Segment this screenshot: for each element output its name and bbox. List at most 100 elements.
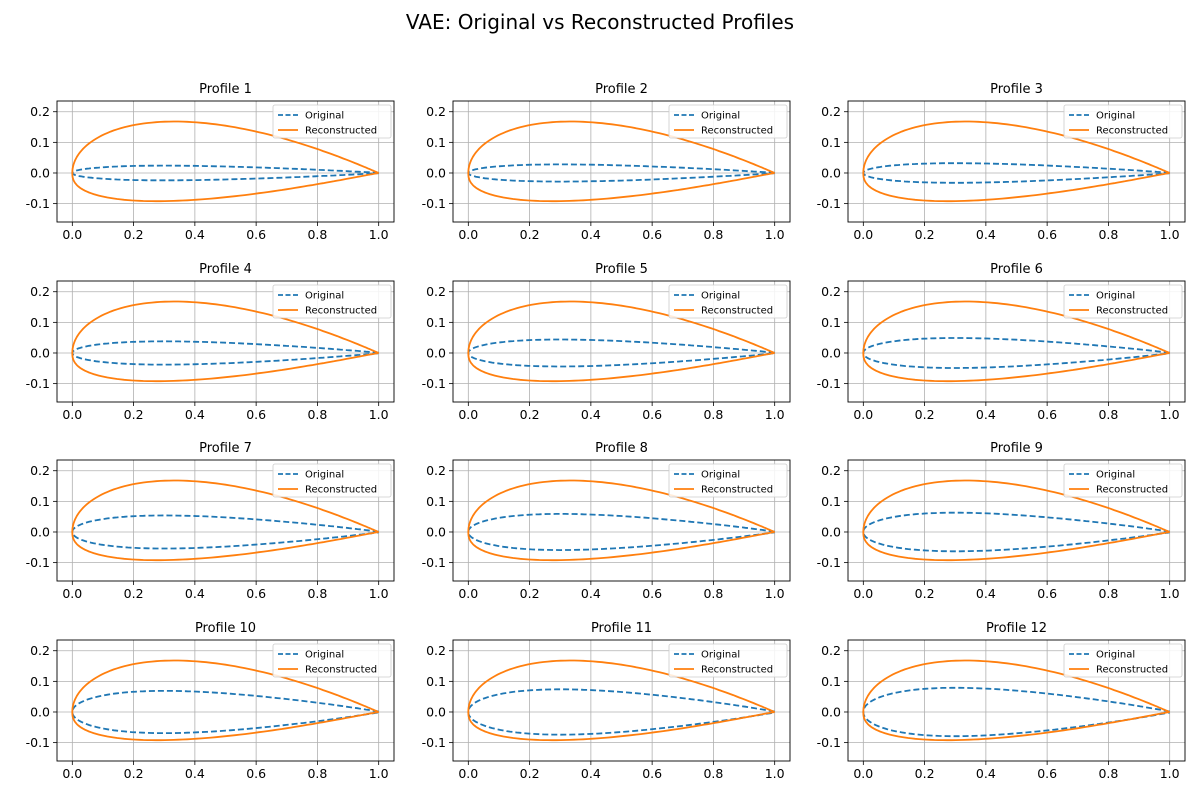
legend-box [272, 643, 392, 678]
x-tick-label: 0.6 [1037, 586, 1057, 601]
x-tick-label: 0.0 [853, 766, 873, 781]
y-tick-label: -0.1 [817, 555, 841, 570]
reconstructed-profile-line [71, 120, 380, 203]
legend-reconstructed-label: Reconstructed [1096, 485, 1168, 496]
x-tick-label: 0.8 [703, 227, 723, 242]
legend-original-label: Original [305, 291, 344, 302]
x-tick-label: 0.2 [915, 766, 935, 781]
x-tick-label: 0.2 [520, 407, 540, 422]
y-tick-label: -0.1 [26, 376, 50, 391]
x-tick-label: 0.6 [642, 227, 662, 242]
y-tick-label: 0.2 [30, 463, 50, 478]
x-tick-label: 0.2 [124, 766, 144, 781]
x-tick-label: 0.0 [458, 766, 478, 781]
subplot-title: Profile 5 [595, 262, 648, 277]
x-tick-label: 0.4 [185, 227, 205, 242]
x-tick-label: 0.6 [642, 586, 662, 601]
y-tick-label: 0.1 [821, 315, 841, 330]
legend-box [668, 104, 788, 139]
legend-reconstructed-label: Reconstructed [1096, 665, 1168, 676]
y-tick-label: 0.2 [30, 643, 50, 658]
y-tick-label: 0.1 [426, 494, 446, 509]
subplot-profile-2: 0.0 0.2 0.4 0.6 0.8 1.0 0.2 0.1 0.0 -0.1 Profile 2… [422, 82, 791, 242]
x-tick-label: 0.4 [581, 586, 601, 601]
reconstructed-profile-line [862, 479, 1171, 562]
axes-frame [847, 280, 1186, 403]
axes-frame [452, 459, 791, 582]
x-tick-label: 0.4 [581, 227, 601, 242]
y-tick-label: 0.2 [426, 463, 446, 478]
x-tick-label: 0.0 [458, 407, 478, 422]
subplot-title: Profile 8 [595, 441, 648, 456]
y-tick-label: 0.2 [426, 643, 446, 658]
y-tick-label: -0.1 [422, 196, 446, 211]
legend-original-label: Original [1096, 291, 1135, 302]
legend-original-label: Original [1096, 470, 1135, 481]
legend-box [272, 104, 392, 139]
reconstructed-profile-line [71, 479, 380, 562]
y-tick-label: -0.1 [422, 735, 446, 750]
x-tick-label: 0.0 [62, 227, 82, 242]
y-tick-label: 0.1 [426, 315, 446, 330]
legend-original-label: Original [701, 470, 740, 481]
x-tick-label: 1.0 [765, 227, 785, 242]
legend-box [272, 284, 392, 319]
y-tick-label: -0.1 [817, 376, 841, 391]
legend-original-label: Original [701, 650, 740, 661]
y-tick-label: 0.1 [30, 674, 50, 689]
x-tick-label: 0.8 [1098, 766, 1118, 781]
legend-reconstructed-label: Reconstructed [701, 485, 773, 496]
y-tick-label: 0.0 [821, 704, 841, 719]
x-tick-label: 0.0 [853, 407, 873, 422]
reconstructed-profile-line [467, 479, 776, 562]
subplot-title: Profile 11 [591, 621, 652, 636]
legend-original-label: Original [1096, 650, 1135, 661]
legend-box [1063, 104, 1183, 139]
y-tick-label: 0.0 [30, 524, 50, 539]
y-tick-label: -0.1 [817, 196, 841, 211]
x-tick-label: 0.8 [1098, 227, 1118, 242]
x-tick-label: 1.0 [369, 586, 389, 601]
y-tick-label: 0.2 [821, 463, 841, 478]
subplot-title: Profile 4 [199, 262, 252, 277]
reconstructed-profile-line [862, 300, 1171, 383]
axes-frame [452, 100, 791, 223]
x-tick-label: 0.0 [62, 407, 82, 422]
x-tick-label: 1.0 [369, 407, 389, 422]
x-tick-label: 0.2 [520, 766, 540, 781]
reconstructed-profile-line [71, 659, 380, 742]
x-tick-label: 0.8 [307, 586, 327, 601]
subplot-profile-8: 0.0 0.2 0.4 0.6 0.8 1.0 0.2 0.1 0.0 -0.1 Profile 8… [422, 441, 791, 601]
legend-reconstructed-label: Reconstructed [1096, 306, 1168, 317]
y-tick-label: -0.1 [817, 735, 841, 750]
y-tick-label: 0.0 [821, 165, 841, 180]
x-tick-label: 0.8 [307, 227, 327, 242]
legend-box [272, 463, 392, 498]
x-tick-label: 1.0 [1160, 407, 1180, 422]
legend-box [668, 284, 788, 319]
x-tick-label: 0.4 [581, 766, 601, 781]
x-tick-label: 0.0 [62, 586, 82, 601]
axes-frame [56, 100, 395, 223]
x-tick-label: 0.2 [915, 227, 935, 242]
y-tick-label: 0.1 [30, 135, 50, 150]
legend-original-label: Original [701, 111, 740, 122]
subplot-profile-4: 0.0 0.2 0.4 0.6 0.8 1.0 0.2 0.1 0.0 -0.1 Profile 4… [26, 262, 395, 422]
subplot-profile-9: 0.0 0.2 0.4 0.6 0.8 1.0 0.2 0.1 0.0 -0.1 Profile 9… [817, 441, 1186, 601]
original-profile-line [467, 688, 775, 736]
legend-reconstructed-label: Reconstructed [305, 126, 377, 137]
y-tick-label: -0.1 [26, 196, 50, 211]
y-tick-label: 0.0 [426, 165, 446, 180]
subplot-profile-5: 0.0 0.2 0.4 0.6 0.8 1.0 0.2 0.1 0.0 -0.1 Profile 5… [422, 262, 791, 422]
x-tick-label: 0.4 [185, 766, 205, 781]
y-tick-label: 0.0 [426, 524, 446, 539]
legend-box [668, 643, 788, 678]
original-profile-line [467, 513, 775, 552]
x-tick-label: 0.4 [185, 407, 205, 422]
y-tick-label: 0.1 [30, 494, 50, 509]
subplot-profile-12: 0.0 0.2 0.4 0.6 0.8 1.0 0.2 0.1 0.0 -0.1 Profile 1… [817, 621, 1186, 781]
y-tick-label: 0.1 [426, 135, 446, 150]
subplot-title: Profile 6 [990, 262, 1043, 277]
subplot-profile-10: 0.0 0.2 0.4 0.6 0.8 1.0 0.2 0.1 0.0 -0.1 Profile 1… [26, 621, 395, 781]
